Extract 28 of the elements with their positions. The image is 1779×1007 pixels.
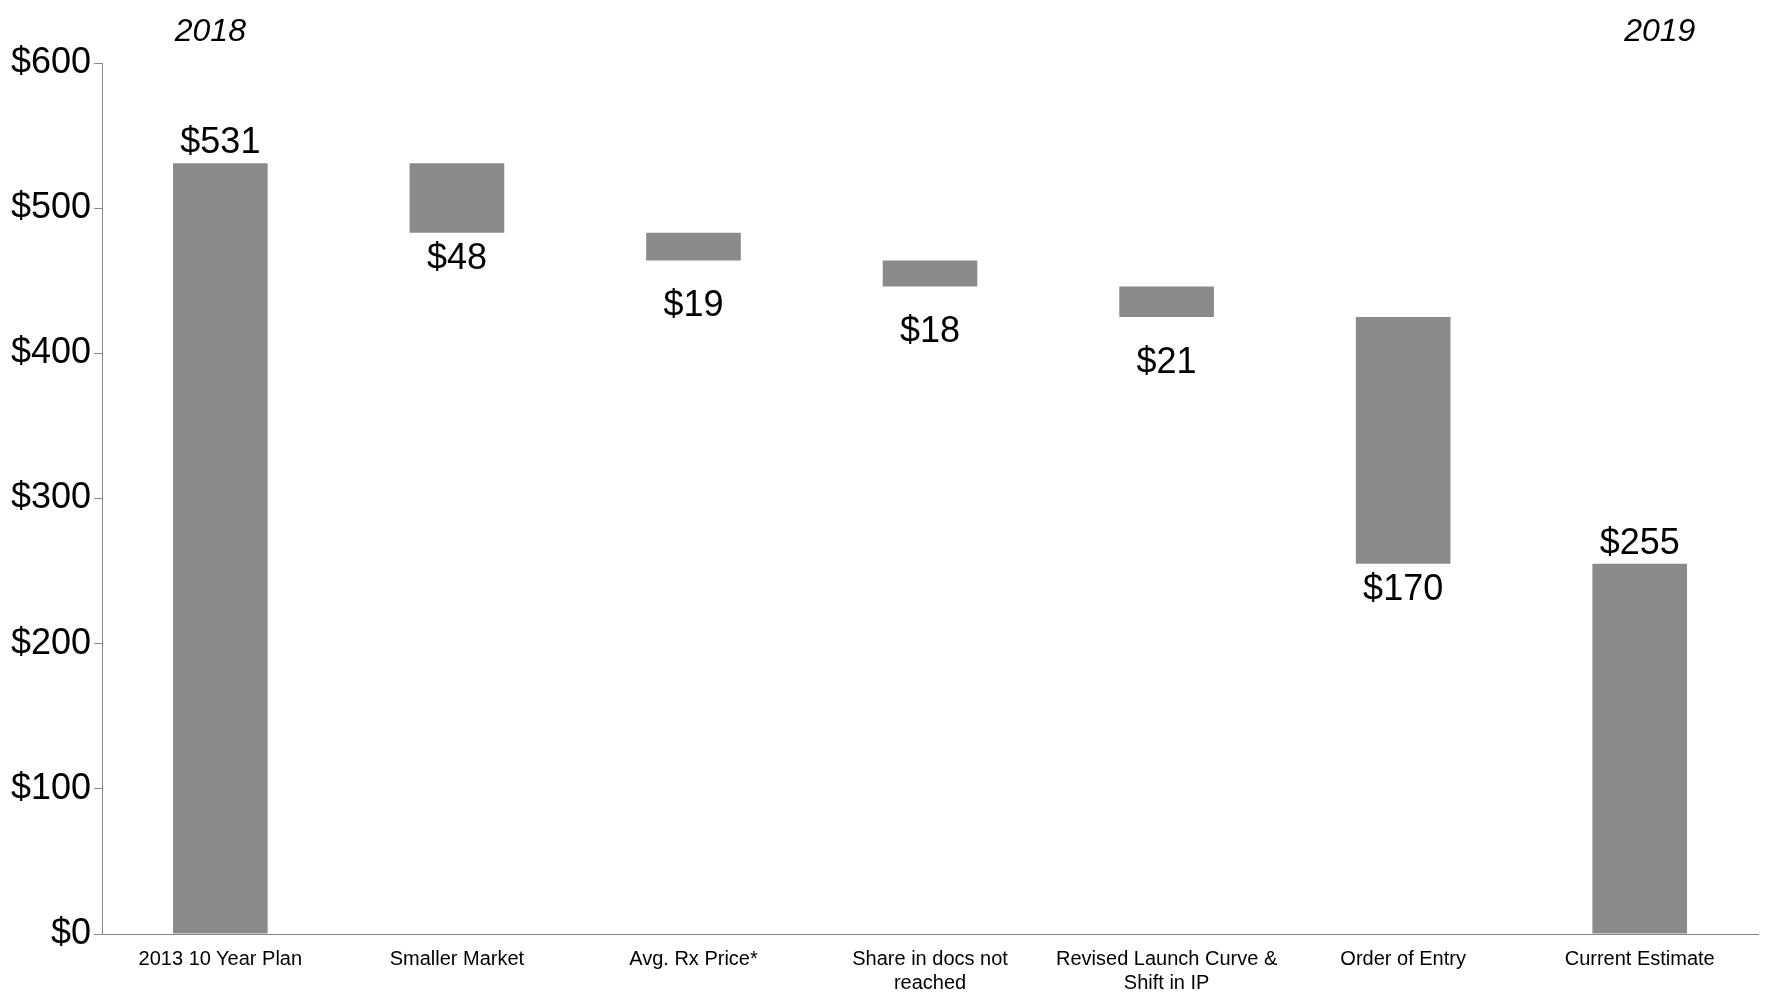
data-label: $21 [1136,339,1197,381]
bar [409,163,505,233]
y-tick-label: $100 [10,765,92,807]
x-tick-label: Avg. Rx Price* [629,946,758,969]
x-tick-label: Revised Launch Curve & Shift in IP [1055,946,1278,993]
x-tick-label: Order of Entry [1340,946,1466,969]
bar [1119,286,1214,318]
y-tick-label: $200 [10,620,92,662]
data-label: $531 [180,120,261,162]
data-label: $255 [1599,520,1680,562]
x-tick-label: 2013 10 Year Plan [138,946,303,969]
y-tick-label: $300 [10,475,92,517]
data-label: $170 [1363,566,1444,608]
x-tick-label: Current Estimate [1564,946,1715,969]
bar [646,232,741,261]
bar [1355,317,1451,564]
x-tick-label: Share in docs not reached [852,946,1009,993]
y-tick-label: $500 [10,185,92,227]
data-label: $48 [426,235,487,277]
data-label: $18 [900,309,961,351]
y-tick-label: $400 [10,330,92,372]
bar [882,260,978,287]
text: 2019 [1623,11,1696,48]
data-label: $19 [663,283,724,325]
x-tick-label: Smaller Market [389,946,525,969]
text: 2018 [173,11,247,48]
y-tick-label: $600 [10,39,92,81]
y-tick-label: $0 [51,910,92,952]
